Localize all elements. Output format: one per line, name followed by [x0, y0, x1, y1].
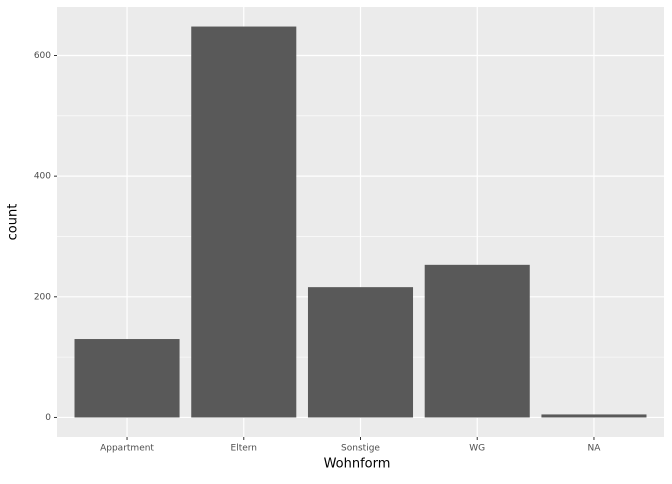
y-tick-label: 600: [34, 51, 51, 61]
x-tick-label: Sonstige: [341, 444, 380, 454]
y-axis-title: count: [6, 204, 21, 241]
x-tick-label: Appartment: [100, 444, 154, 454]
x-tick-label: Eltern: [231, 444, 258, 454]
bar: [307, 287, 414, 418]
x-tick-label: WG: [469, 444, 485, 454]
x-tick-label: NA: [588, 444, 602, 454]
bar: [541, 414, 647, 418]
y-tick-label: 0: [45, 413, 51, 423]
x-axis-title: Wohnform: [324, 457, 391, 472]
bar: [74, 339, 180, 418]
bar: [191, 26, 297, 418]
y-tick-label: 200: [34, 292, 51, 302]
y-tick-label: 400: [34, 172, 51, 182]
bar: [424, 264, 530, 418]
